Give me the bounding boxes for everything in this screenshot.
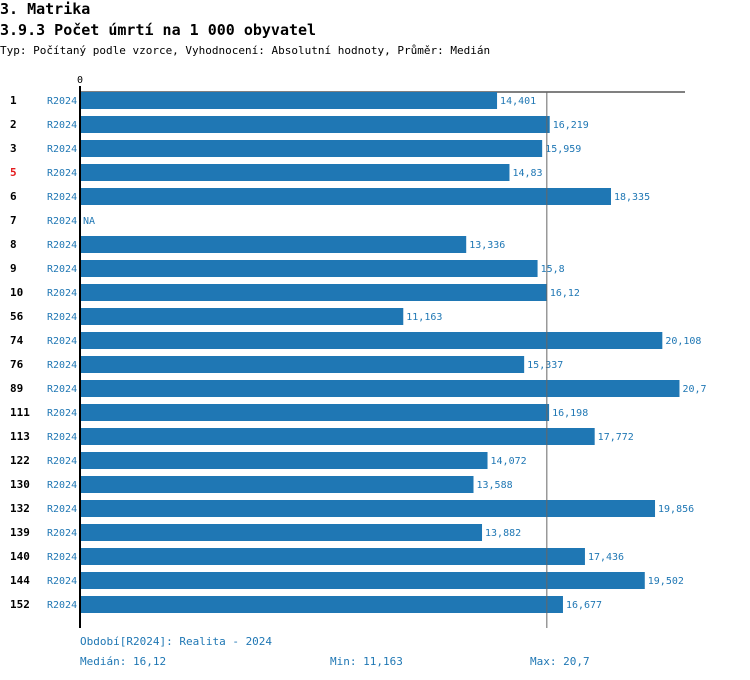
value-label: 17,772 xyxy=(598,432,634,443)
bar xyxy=(80,332,663,349)
bar-chart: 1 R2024 14,401 2 R2024 16,219 3 R2024 15,959 5 R20… xyxy=(10,86,707,628)
period-label: R2024 xyxy=(47,288,77,299)
value-label: 18,335 xyxy=(614,192,650,203)
min-stat: Min: 11,163 xyxy=(330,655,403,668)
section-heading: 3. Matrika xyxy=(0,0,91,18)
category-label: 74 xyxy=(10,334,24,347)
period-label: R2024 xyxy=(47,432,77,443)
value-label: 20,7 xyxy=(682,384,706,395)
bar xyxy=(80,404,550,421)
period-label: R2024 xyxy=(47,600,77,611)
period-label: R2024 xyxy=(47,360,77,371)
category-label: 8 xyxy=(10,238,17,251)
period-legend: Období[R2024]: Realita - 2024 xyxy=(80,635,273,648)
period-label: R2024 xyxy=(47,264,77,275)
bar xyxy=(80,524,483,541)
chart-title: 3.9.3 Počet úmrtí na 1 000 obyvatel xyxy=(0,21,317,39)
value-label: 17,436 xyxy=(588,552,624,563)
period-label: R2024 xyxy=(47,168,77,179)
value-label: 14,072 xyxy=(491,456,527,467)
value-label: 15,337 xyxy=(527,360,563,371)
bar xyxy=(80,164,510,181)
bar xyxy=(80,92,498,109)
category-label: 5 xyxy=(10,166,17,179)
bar xyxy=(80,452,488,469)
period-label: R2024 xyxy=(47,216,77,227)
bar xyxy=(80,260,538,277)
category-label: 56 xyxy=(10,310,24,323)
chart-subtitle: Typ: Počítaný podle vzorce, Vyhodnocení:… xyxy=(0,44,491,57)
bar xyxy=(80,548,585,565)
value-label: 19,502 xyxy=(648,576,684,587)
bar xyxy=(80,284,547,301)
axis-zero-label: 0 xyxy=(77,75,84,86)
value-label: 15,959 xyxy=(545,144,581,155)
value-label: 16,219 xyxy=(553,120,589,131)
bar xyxy=(80,356,525,373)
period-label: R2024 xyxy=(47,408,77,419)
value-label: 16,12 xyxy=(550,288,580,299)
value-label: 16,198 xyxy=(552,408,588,419)
bar xyxy=(80,572,645,589)
category-label: 144 xyxy=(10,574,30,587)
bar xyxy=(80,236,467,253)
category-label: 139 xyxy=(10,526,30,539)
category-label: 152 xyxy=(10,598,30,611)
value-label: 14,83 xyxy=(512,168,542,179)
median-stat: Medián: 16,12 xyxy=(80,655,167,668)
bar xyxy=(80,116,550,133)
category-label: 7 xyxy=(10,214,17,227)
value-label: NA xyxy=(83,216,95,227)
category-label: 10 xyxy=(10,286,23,299)
bar xyxy=(80,476,474,493)
category-label: 2 xyxy=(10,118,17,131)
value-label: 20,108 xyxy=(665,336,701,347)
value-label: 11,163 xyxy=(406,312,442,323)
period-label: R2024 xyxy=(47,576,77,587)
category-label: 1 xyxy=(10,94,17,107)
period-label: R2024 xyxy=(47,240,77,251)
category-label: 76 xyxy=(10,358,24,371)
category-label: 132 xyxy=(10,502,30,515)
period-label: R2024 xyxy=(47,336,77,347)
period-label: R2024 xyxy=(47,504,77,515)
value-label: 15,8 xyxy=(541,264,565,275)
period-label: R2024 xyxy=(47,192,77,203)
max-stat: Max: 20,7 xyxy=(530,655,590,668)
period-label: R2024 xyxy=(47,456,77,467)
bar xyxy=(80,380,680,397)
period-label: R2024 xyxy=(47,96,77,107)
category-label: 113 xyxy=(10,430,30,443)
value-label: 13,882 xyxy=(485,528,521,539)
bar xyxy=(80,188,611,205)
period-label: R2024 xyxy=(47,120,77,131)
bar xyxy=(80,140,543,157)
value-label: 13,336 xyxy=(469,240,505,251)
category-label: 3 xyxy=(10,142,17,155)
period-label: R2024 xyxy=(47,552,77,563)
value-label: 13,588 xyxy=(477,480,513,491)
value-label: 16,677 xyxy=(566,600,602,611)
bar xyxy=(80,596,563,613)
category-label: 6 xyxy=(10,190,17,203)
category-label: 140 xyxy=(10,550,30,563)
period-label: R2024 xyxy=(47,480,77,491)
bar xyxy=(80,308,404,325)
period-label: R2024 xyxy=(47,528,77,539)
category-label: 89 xyxy=(10,382,23,395)
category-label: 111 xyxy=(10,406,30,419)
category-label: 122 xyxy=(10,454,30,467)
category-label: 9 xyxy=(10,262,17,275)
category-label: 130 xyxy=(10,478,30,491)
period-label: R2024 xyxy=(47,312,77,323)
value-label: 19,856 xyxy=(658,504,694,515)
value-label: 14,401 xyxy=(500,96,536,107)
bar xyxy=(80,428,595,445)
bar xyxy=(80,500,656,517)
period-label: R2024 xyxy=(47,144,77,155)
period-label: R2024 xyxy=(47,384,77,395)
